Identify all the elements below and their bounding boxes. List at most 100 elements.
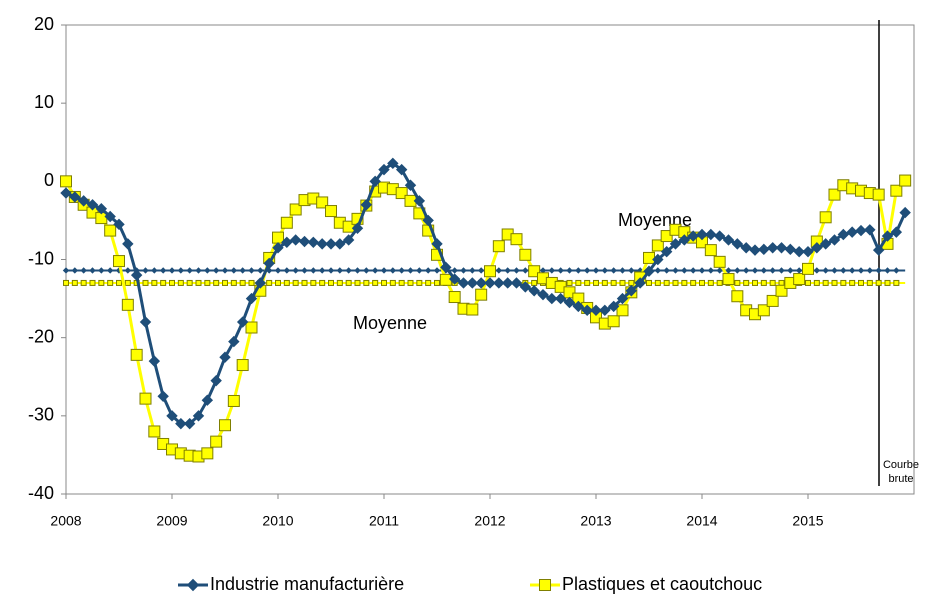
mean-marker <box>266 279 273 286</box>
mean-marker <box>424 267 432 274</box>
mean-marker <box>222 279 228 286</box>
mean-marker <box>345 279 352 286</box>
mean-marker <box>681 279 688 286</box>
mean-marker <box>672 279 679 286</box>
data-point <box>519 281 532 293</box>
data-point <box>77 195 90 207</box>
mean-marker <box>557 267 564 274</box>
mean-marker <box>884 279 891 286</box>
mean-marker <box>80 267 87 274</box>
mean-marker <box>98 279 105 286</box>
mean-marker <box>628 279 635 286</box>
mean-marker <box>760 267 768 274</box>
mean-marker <box>71 267 79 274</box>
data-point <box>69 191 81 203</box>
mean-marker <box>416 267 423 274</box>
data-point <box>528 285 540 297</box>
mean-marker <box>318 267 326 274</box>
mean-marker <box>195 279 202 286</box>
mean-marker <box>63 279 69 286</box>
mean-marker <box>213 279 220 286</box>
mean-marker <box>310 279 317 286</box>
raw-curve-annotation: Courbe brute <box>882 459 920 485</box>
data-point <box>625 285 638 297</box>
data-point <box>457 277 470 289</box>
mean-marker <box>610 279 617 286</box>
mean-marker <box>292 279 299 286</box>
mean-marker <box>866 267 874 274</box>
data-point <box>828 188 841 201</box>
data-point <box>104 210 116 223</box>
mean-marker <box>654 279 661 286</box>
mean-marker <box>168 267 176 274</box>
data-point <box>554 292 567 305</box>
mean-marker <box>531 279 538 286</box>
data-point <box>793 245 805 258</box>
mean-marker <box>151 267 158 274</box>
data-point <box>643 265 655 277</box>
mean-marker <box>372 279 379 286</box>
data-point <box>678 234 691 246</box>
mean-marker <box>336 267 344 274</box>
mean-marker <box>769 267 776 274</box>
mean-marker <box>689 267 697 274</box>
x-tick-label: 2012 <box>474 513 505 529</box>
data-point <box>563 296 576 309</box>
data-point <box>740 242 752 254</box>
y-tick-label: 20 <box>34 14 54 34</box>
data-point <box>95 202 108 215</box>
data-point <box>651 239 664 252</box>
data-point <box>819 211 832 224</box>
y-tick-label: -20 <box>28 326 54 346</box>
data-point <box>342 234 355 246</box>
mean-marker <box>734 279 741 286</box>
data-point <box>890 184 903 197</box>
data-point <box>484 265 496 278</box>
mean-marker <box>619 267 626 274</box>
data-point <box>254 277 267 289</box>
mean-marker <box>522 267 529 274</box>
data-point <box>590 304 602 317</box>
mean-annotation: Moyenne <box>353 313 427 333</box>
mean-marker <box>151 279 158 286</box>
data-point <box>395 187 408 200</box>
mean-marker <box>328 279 334 286</box>
data-point <box>183 417 196 430</box>
mean-marker <box>248 267 255 274</box>
mean-marker <box>354 267 361 274</box>
mean-marker <box>89 267 96 274</box>
series-line <box>64 179 907 459</box>
mean-marker <box>389 279 396 286</box>
mean-marker <box>142 279 149 286</box>
data-point <box>537 288 549 301</box>
data-point <box>881 230 894 242</box>
mean-marker <box>805 279 811 286</box>
mean-marker <box>778 267 785 274</box>
data-point <box>713 255 726 268</box>
data-point <box>60 175 72 188</box>
mean-marker <box>575 267 582 274</box>
mean-marker <box>849 279 856 286</box>
data-point <box>448 273 461 285</box>
mean-marker <box>62 267 70 274</box>
mean-marker <box>381 279 387 286</box>
mean-marker <box>380 267 388 274</box>
mean-marker <box>398 267 405 274</box>
data-point <box>201 394 214 406</box>
data-point <box>749 244 761 256</box>
legend-marker <box>186 578 200 592</box>
data-point <box>713 230 726 242</box>
mean-marker <box>840 267 847 274</box>
mean-marker <box>327 267 335 274</box>
mean-marker <box>831 279 838 286</box>
mean-marker <box>363 267 370 274</box>
mean-marker <box>742 267 750 274</box>
data-point <box>872 244 885 256</box>
data-point <box>316 238 328 250</box>
mean-marker <box>628 267 635 274</box>
mean-marker <box>469 267 476 274</box>
data-point <box>784 243 797 256</box>
mean-marker <box>239 279 246 286</box>
mean-marker <box>592 267 600 274</box>
